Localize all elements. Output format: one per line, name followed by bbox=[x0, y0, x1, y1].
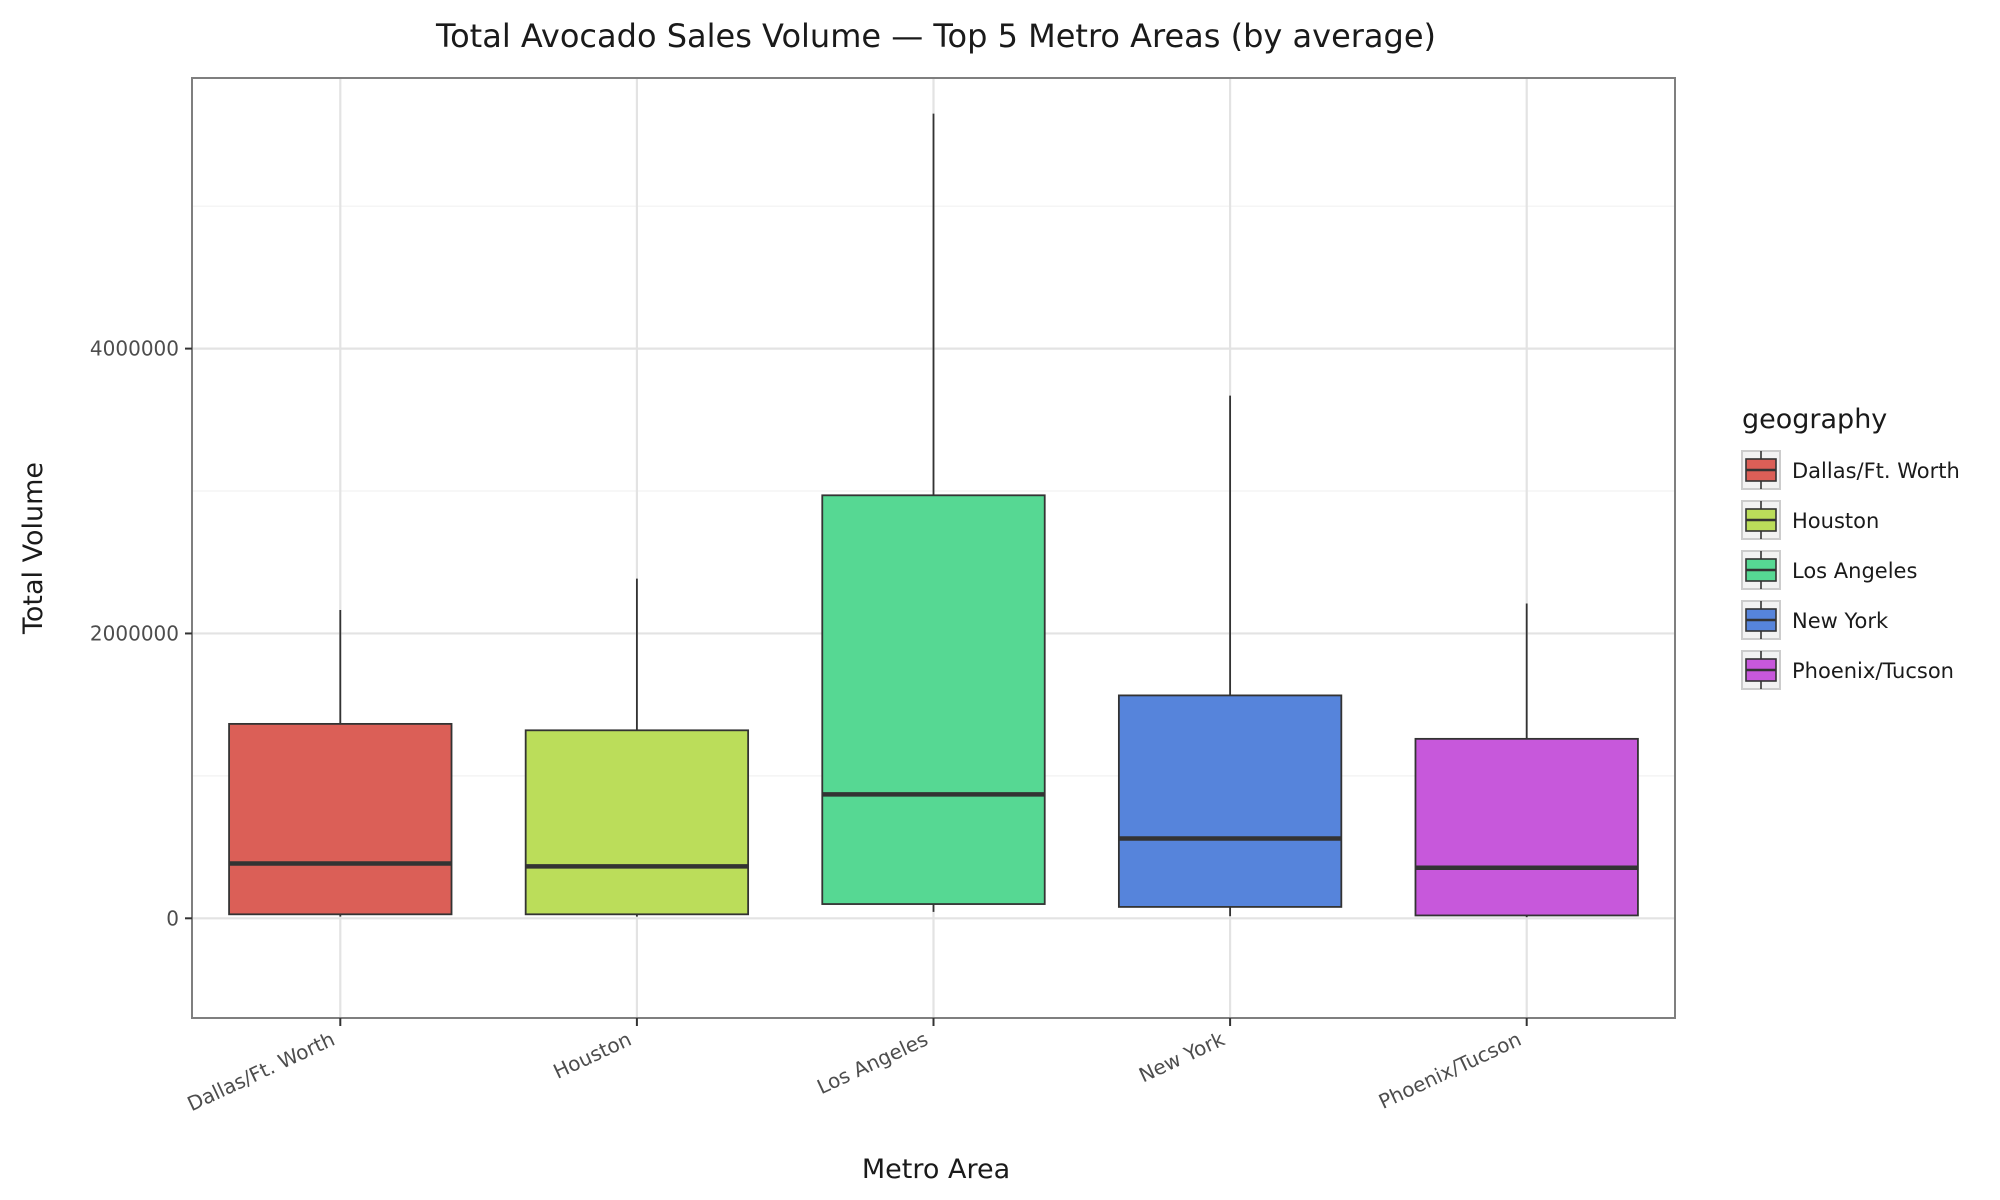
legend-label: Dallas/Ft. Worth bbox=[1792, 459, 1960, 483]
y-tick-label: 0 bbox=[166, 906, 179, 930]
x-axis-title: Metro Area bbox=[862, 1154, 1010, 1185]
box-iqr bbox=[1414, 737, 1639, 917]
legend-label: Phoenix/Tucson bbox=[1792, 659, 1954, 683]
y-tick-label: 2000000 bbox=[90, 621, 179, 645]
plot-area: 0 2000000 4000000 Dallas/Ft. Worth Houston Lo… bbox=[90, 77, 1676, 1116]
x-tick-label: Dallas/Ft. Worth bbox=[183, 1027, 338, 1116]
legend-item: New York bbox=[1741, 600, 1889, 640]
y-tick-label: 4000000 bbox=[90, 337, 179, 361]
legend-item: Dallas/Ft. Worth bbox=[1741, 450, 1960, 490]
chart-title: Total Avocado Sales Volume — Top 5 Metro… bbox=[435, 17, 1436, 55]
x-tick-label: New York bbox=[1135, 1027, 1229, 1088]
legend-label: Houston bbox=[1792, 509, 1879, 533]
box-los-angeles bbox=[821, 113, 1046, 912]
legend-item: Houston bbox=[1741, 500, 1879, 540]
box-iqr bbox=[1117, 694, 1343, 908]
box-iqr bbox=[228, 722, 453, 916]
box-phoenix-tucson bbox=[1414, 603, 1639, 918]
legend-label: Los Angeles bbox=[1792, 559, 1917, 583]
y-axis-title: Total Volume bbox=[18, 462, 49, 635]
box-houston bbox=[524, 578, 750, 917]
legend: geography Dallas/Ft. Worth Houston Los Ang… bbox=[1741, 404, 1960, 690]
box-dallas-ft-worth bbox=[228, 609, 453, 917]
legend-label: New York bbox=[1792, 609, 1889, 633]
x-tick-label: Houston bbox=[550, 1027, 635, 1084]
legend-item: Phoenix/Tucson bbox=[1741, 650, 1954, 690]
legend-title: geography bbox=[1742, 404, 1887, 435]
legend-item: Los Angeles bbox=[1741, 550, 1917, 590]
x-tick-label: Phoenix/Tucson bbox=[1375, 1027, 1525, 1114]
x-tick-label: Los Angeles bbox=[813, 1027, 931, 1099]
box-iqr bbox=[524, 729, 750, 916]
box-new-york bbox=[1117, 395, 1343, 917]
box-iqr bbox=[821, 494, 1046, 905]
